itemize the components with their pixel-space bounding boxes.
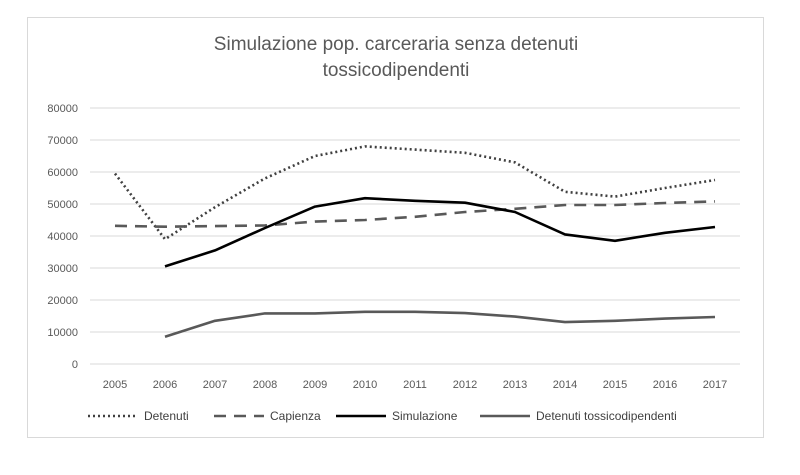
series-line-0	[113, 145, 716, 241]
legend-label: Capienza	[270, 409, 321, 423]
x-tick-label: 2015	[603, 379, 627, 391]
series-lines	[113, 145, 716, 339]
y-tick-label: 60000	[47, 167, 78, 179]
x-tick-label: 2011	[403, 379, 427, 391]
legend-label: Detenuti tossicodipendenti	[536, 409, 677, 423]
y-axis-ticks: 0 10000 20000 30000 40000 50000 60000 70000 8000…	[47, 103, 78, 371]
series-line-2	[164, 196, 716, 268]
y-tick-label: 20000	[47, 295, 78, 307]
legend: Detenuti Capienza Simulazione Detenuti toss…	[88, 409, 677, 423]
x-tick-label: 2007	[203, 379, 227, 391]
x-axis-ticks: 2005 2006 2007 2008 2009 2010 2011 2012 2013 2014…	[103, 379, 727, 391]
x-tick-label: 2009	[303, 379, 327, 391]
y-tick-label: 80000	[47, 103, 78, 115]
x-tick-label: 2012	[453, 379, 477, 391]
y-tick-label: 10000	[47, 327, 78, 339]
line-chart: Simulazione pop. carceraria senza detenu…	[47, 34, 740, 423]
x-tick-label: 2005	[103, 379, 127, 391]
series-line-3	[164, 310, 716, 339]
x-tick-label: 2008	[253, 379, 277, 391]
x-tick-label: 2006	[153, 379, 177, 391]
x-tick-label: 2010	[353, 379, 377, 391]
chart-frame: Simulazione pop. carceraria senza detenu…	[27, 17, 764, 438]
chart-title-line-2: tossicodipendenti	[323, 60, 470, 81]
legend-label: Simulazione	[392, 409, 458, 423]
legend-label: Detenuti	[144, 409, 189, 423]
chart-title-line-1: Simulazione pop. carceraria senza detenu…	[214, 34, 578, 55]
x-tick-label: 2016	[653, 379, 677, 391]
x-tick-label: 2017	[703, 379, 727, 391]
y-tick-label: 70000	[47, 135, 78, 147]
y-tick-label: 50000	[47, 199, 78, 211]
y-tick-label: 0	[72, 359, 78, 371]
y-tick-label: 40000	[47, 231, 78, 243]
series-line-1	[114, 200, 716, 228]
gridlines	[90, 107, 740, 365]
x-tick-label: 2013	[503, 379, 527, 391]
y-tick-label: 30000	[47, 263, 78, 275]
x-tick-label: 2014	[553, 379, 577, 391]
